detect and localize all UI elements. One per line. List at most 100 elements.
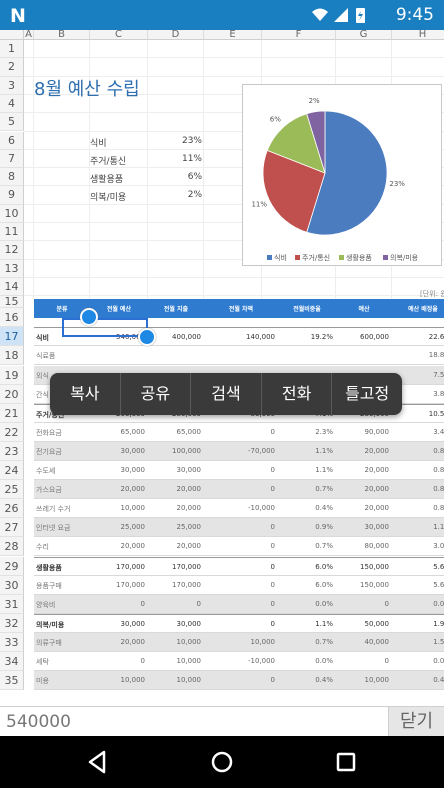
row-header-26[interactable]: 26 (0, 499, 24, 519)
context-menu-item[interactable]: 검색 (191, 373, 262, 415)
value-cell[interactable]: 0 (270, 676, 275, 685)
category-cell[interactable]: 미용 (36, 677, 49, 686)
value-cell[interactable]: 170,000 (172, 562, 201, 571)
value-cell[interactable]: 0 (270, 542, 275, 551)
category-cell[interactable]: 전화요금 (36, 428, 62, 437)
row-header-16[interactable]: 16 (0, 308, 24, 328)
value-cell[interactable]: 0.8% (433, 485, 444, 494)
pie-slice[interactable] (306, 110, 388, 236)
value-cell[interactable]: 25,000 (120, 523, 146, 532)
category-cell[interactable]: 세탁 (36, 658, 49, 666)
table-row[interactable]: 생활용품 170,000 170,000 0 6.0% 150,000 5.6% (34, 556, 444, 576)
value-cell[interactable]: 140,000 (246, 333, 275, 342)
table-row[interactable]: 수리 20,000 20,000 0 0.7% 80,000 3.0% (34, 537, 444, 557)
value-cell[interactable]: 0 (270, 485, 275, 494)
value-cell[interactable]: 30,000 (176, 466, 202, 474)
value-cell[interactable]: 170,000 (116, 580, 145, 589)
value-cell[interactable]: 0.7% (315, 542, 333, 551)
selection-end-handle[interactable] (138, 328, 156, 346)
category-cell[interactable]: 가스요금 (36, 486, 62, 495)
table-row[interactable]: 가스요금 20,000 20,000 0 0.7% 20,000 0.8% (34, 480, 444, 500)
value-cell[interactable]: 100,000 (172, 446, 201, 455)
value-cell[interactable]: 20,000 (120, 542, 146, 551)
context-menu-item[interactable]: 틀고정 (345, 384, 390, 403)
row-header-18[interactable]: 18 (0, 346, 24, 366)
row-header-33[interactable]: 33 (0, 632, 24, 652)
category-cell[interactable]: 외식 (36, 371, 49, 380)
back-icon[interactable] (82, 746, 114, 778)
value-cell[interactable]: 80,000 (364, 542, 390, 551)
value-cell[interactable]: 0 (270, 562, 275, 571)
value-cell[interactable]: 1.1% (315, 619, 333, 628)
value-cell[interactable]: 19.2% (310, 333, 333, 342)
value-cell[interactable]: 50,000 (364, 619, 390, 628)
column-header-h[interactable]: H (392, 30, 444, 40)
value-cell[interactable]: 150,000 (360, 580, 389, 589)
category-cell[interactable]: 주거/통신 (36, 410, 65, 419)
home-icon[interactable] (206, 746, 238, 778)
row-header-9[interactable]: 9 (0, 186, 24, 205)
row-header-32[interactable]: 32 (0, 613, 24, 633)
column-header-f[interactable]: F (262, 30, 336, 40)
table-row[interactable]: 전기요금 30,000 100,000 -70,000 1.1% 20,000 0.8% (34, 441, 444, 461)
row-header-25[interactable]: 25 (0, 480, 24, 500)
cell-value-input[interactable]: 540000 (6, 712, 71, 732)
value-cell[interactable]: 20,000 (364, 485, 390, 494)
value-cell[interactable]: 10,000 (364, 676, 390, 685)
pie-slice[interactable] (262, 149, 326, 233)
value-cell[interactable]: 1.5% (433, 637, 444, 646)
value-cell[interactable]: 7.5% (433, 370, 444, 379)
value-cell[interactable]: 6.0% (315, 562, 333, 571)
value-cell[interactable]: 0 (140, 599, 145, 608)
value-cell[interactable]: 10,000 (176, 657, 202, 665)
row-header-22[interactable]: 22 (0, 422, 24, 442)
value-cell[interactable]: -70,000 (247, 446, 275, 455)
value-cell[interactable]: 10,000 (120, 676, 146, 685)
row-header-29[interactable]: 29 (0, 556, 24, 576)
value-cell[interactable]: 10,000 (120, 504, 146, 513)
row-header-2[interactable]: 2 (0, 58, 24, 77)
table-row[interactable]: 인터넷 요금 25,000 25,000 0 0.9% 30,000 1.1% (34, 518, 444, 538)
value-cell[interactable]: 150,000 (360, 562, 389, 571)
value-cell[interactable]: 3.8% (433, 389, 444, 398)
category-cell[interactable]: 의류구매 (36, 638, 62, 647)
value-cell[interactable]: 20,000 (176, 542, 202, 551)
context-menu-item[interactable]: 전화 (262, 373, 333, 415)
value-cell[interactable]: 2.3% (315, 427, 333, 436)
value-cell[interactable]: 600,000 (360, 333, 389, 342)
row-header-20[interactable]: 20 (0, 384, 24, 404)
row-header-11[interactable]: 11 (0, 223, 24, 242)
row-header-30[interactable]: 30 (0, 575, 24, 595)
value-cell[interactable]: 10,000 (176, 676, 202, 685)
value-cell[interactable]: 20,000 (176, 485, 202, 494)
column-header-g[interactable]: G (336, 30, 392, 40)
row-header-4[interactable]: 4 (0, 94, 24, 114)
row-header-8[interactable]: 8 (0, 168, 24, 187)
selected-cell[interactable] (62, 318, 148, 337)
table-row[interactable]: 전화요금 65,000 65,000 0 2.3% 90,000 3.4% (34, 423, 444, 442)
value-cell[interactable]: 1.1% (433, 523, 444, 532)
table-row[interactable]: 의류구매 20,000 10,000 10,000 0.7% 40,000 1.5% (34, 632, 444, 652)
row-header-1[interactable]: 1 (0, 40, 24, 59)
row-header-5[interactable]: 5 (0, 113, 24, 132)
value-cell[interactable]: 22.6% (428, 333, 444, 342)
value-cell[interactable]: 20,000 (176, 504, 202, 513)
value-cell[interactable]: 3.4% (433, 427, 444, 436)
row-header-19[interactable]: 19 (0, 365, 24, 385)
column-header-d[interactable]: D (148, 30, 204, 40)
value-cell[interactable]: 0 (270, 599, 275, 608)
value-cell[interactable]: 400,000 (172, 333, 201, 342)
value-cell[interactable]: 6.0% (315, 580, 333, 589)
category-cell[interactable]: 생활용품 (36, 563, 62, 572)
context-menu-item[interactable]: 복사 (50, 373, 121, 415)
row-header-27[interactable]: 27 (0, 518, 24, 538)
value-cell[interactable]: 1.1% (315, 446, 333, 455)
category-cell[interactable]: 의복/미용 (36, 620, 65, 629)
value-cell[interactable]: 1.9% (433, 619, 444, 628)
value-cell[interactable]: 0.7% (315, 485, 333, 494)
row-header-23[interactable]: 23 (0, 441, 24, 461)
category-cell[interactable]: 간식 (36, 390, 49, 399)
row-header-14[interactable]: 14 (0, 277, 24, 297)
close-button[interactable]: 닫기 (388, 707, 444, 737)
value-cell[interactable]: 0 (270, 427, 275, 436)
